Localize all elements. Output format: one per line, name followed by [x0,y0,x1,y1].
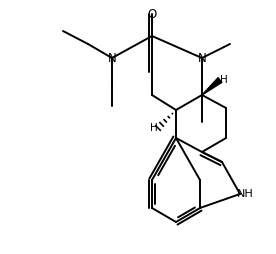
Polygon shape [202,78,222,95]
Text: H: H [220,75,228,85]
Text: N: N [108,52,116,65]
Text: N: N [198,52,206,65]
Text: H: H [150,123,158,133]
Text: O: O [147,8,156,21]
Text: NH: NH [237,189,253,199]
